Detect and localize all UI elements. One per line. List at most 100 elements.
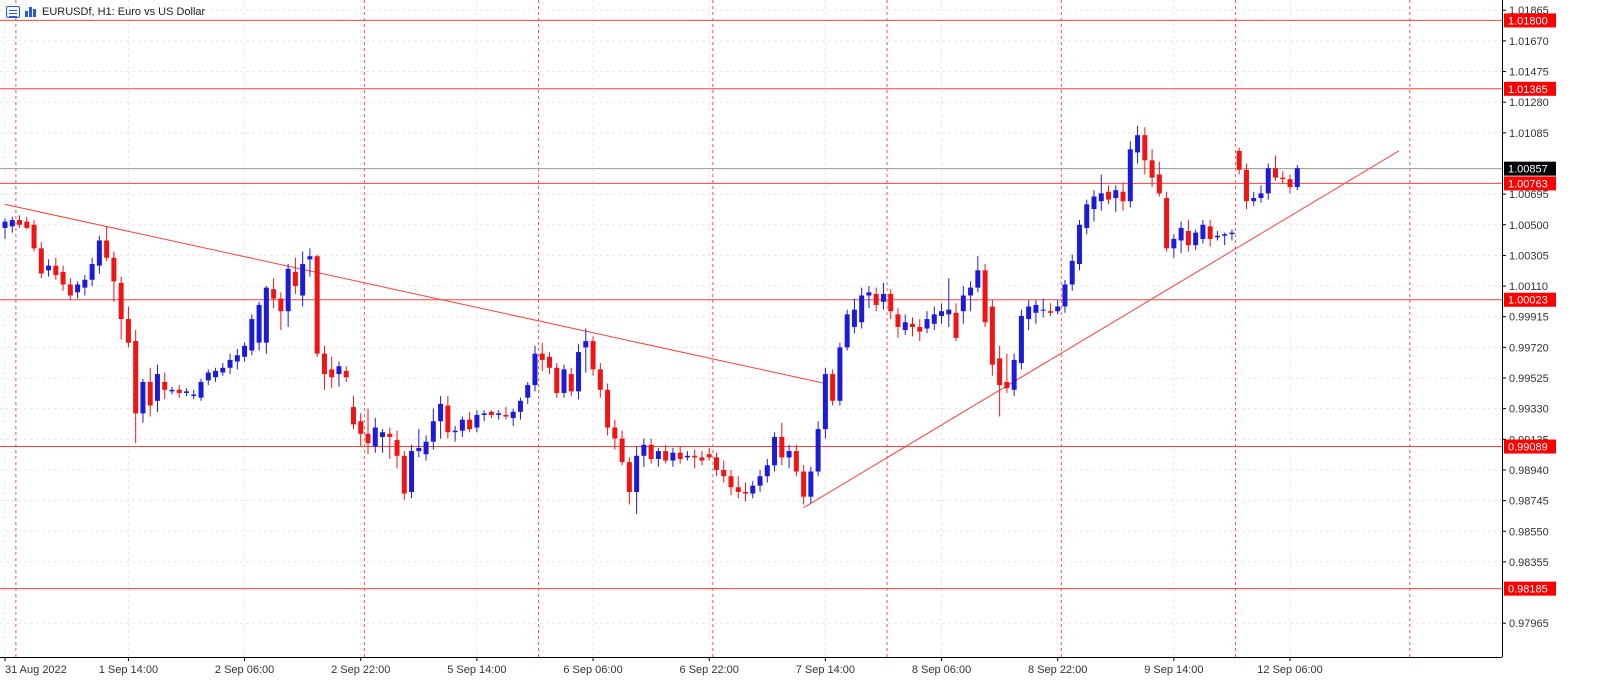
bull-candle	[1193, 229, 1199, 250]
bull-candle	[1055, 300, 1061, 315]
time-tick-label: 6 Sep 22:00	[680, 664, 739, 676]
candle-body	[670, 452, 676, 461]
trendlines	[4, 150, 1400, 509]
bull-candle	[89, 257, 95, 287]
candle-body	[547, 356, 552, 368]
bull-candle	[140, 378, 146, 423]
candle-body	[910, 323, 915, 327]
candle-body	[713, 457, 719, 470]
bear-candle	[292, 257, 298, 294]
bull-candle	[300, 251, 306, 307]
bull-candle	[939, 303, 945, 324]
bear-candle	[343, 366, 349, 382]
candle-body	[169, 389, 175, 392]
bear-candle	[597, 363, 603, 398]
bear-candle	[1207, 220, 1213, 247]
candle-body	[140, 381, 146, 414]
candle-body	[764, 465, 770, 477]
candle-body	[89, 264, 95, 280]
bull-candle	[198, 378, 204, 401]
bull-candle	[815, 421, 821, 477]
bear-candle	[699, 451, 705, 466]
bear-candle	[133, 330, 139, 444]
candle-body	[60, 271, 66, 285]
candle-body	[1214, 235, 1220, 238]
bear-candle	[706, 447, 712, 461]
bull-candle	[242, 342, 248, 362]
bull-candle	[1018, 309, 1024, 370]
candle-body	[917, 326, 923, 332]
candle-body	[503, 414, 509, 417]
bear-candle	[38, 242, 44, 279]
bull-candle	[641, 438, 647, 467]
candle-body	[583, 341, 589, 348]
bar-chart-icon[interactable]	[24, 6, 38, 18]
candle-body	[67, 284, 73, 296]
bear-candle	[989, 300, 995, 376]
candle-body	[350, 407, 356, 425]
bull-candle	[851, 298, 857, 334]
bear-candle	[111, 251, 117, 302]
bear-candle	[467, 411, 473, 433]
bull-candle	[184, 388, 189, 397]
candle-body	[1258, 193, 1264, 199]
level-price-label-bg	[1504, 292, 1556, 307]
candle-body	[2, 221, 8, 228]
candle-body	[837, 347, 843, 401]
candle-body	[336, 366, 342, 375]
candle-body	[1149, 160, 1155, 178]
candle-body	[699, 457, 705, 461]
bear-candle	[162, 372, 168, 400]
candle-body	[663, 451, 669, 461]
bull-candle	[880, 282, 886, 310]
candle-body	[946, 309, 952, 315]
candle-body	[1004, 381, 1010, 389]
candle-body	[1251, 198, 1257, 202]
candle-body	[576, 352, 582, 392]
price-tick-label: 1.00110	[1509, 281, 1548, 293]
level-price-label: 0.98185	[1504, 581, 1556, 596]
candle-body	[452, 430, 458, 433]
bull-candle	[1113, 185, 1119, 213]
bull-candle	[205, 369, 211, 386]
candle-body	[1273, 168, 1278, 178]
current-price-label: 1.00857	[1504, 161, 1556, 176]
time-tick-label: 6 Sep 06:00	[563, 664, 622, 676]
candle-body	[162, 381, 168, 390]
bear-candle	[779, 422, 785, 466]
time-tick-label: 31 Aug 2022	[5, 664, 67, 676]
price-tick-label: 1.01475	[1509, 67, 1549, 79]
bear-candle	[1004, 353, 1010, 393]
bear-candle	[663, 444, 669, 464]
candle-body	[467, 419, 473, 430]
bear-candle	[1106, 185, 1112, 205]
current-price-label-text: 1.00857	[1508, 164, 1548, 176]
bull-candle	[481, 410, 487, 422]
bear-candle	[118, 276, 124, 340]
candle-body	[517, 400, 523, 412]
bear-candle	[321, 345, 327, 390]
bear-candle	[997, 345, 1003, 417]
candle-body	[17, 220, 23, 225]
candle-body	[1011, 359, 1017, 390]
level-price-label: 0.99089	[1504, 439, 1556, 454]
bull-candle	[517, 397, 523, 420]
bear-candle	[1142, 127, 1148, 175]
candle-body	[924, 319, 930, 329]
candle-body	[888, 293, 894, 312]
bull-candle	[859, 287, 865, 329]
bear-candle	[358, 413, 364, 447]
candle-body	[772, 436, 778, 466]
bull-candle	[1127, 141, 1133, 208]
grid	[0, 0, 1502, 657]
chart-menu-icon[interactable]	[6, 6, 20, 18]
candle-body	[133, 341, 139, 414]
candle-body	[757, 476, 763, 486]
candle-body	[989, 306, 995, 365]
candle-body	[960, 295, 966, 312]
bear-candle	[1149, 149, 1155, 188]
bull-candle	[409, 444, 415, 499]
bear-candle	[387, 427, 393, 459]
